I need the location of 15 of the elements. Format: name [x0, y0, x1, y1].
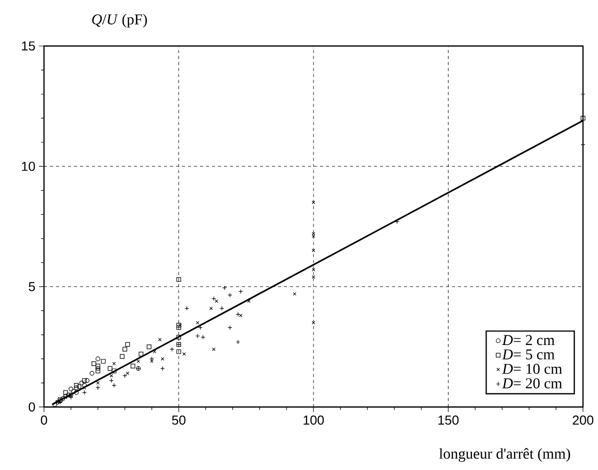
x-axis-title: longueur d'arrêt (mm)	[439, 448, 570, 462]
x-tick-label: 150	[438, 416, 459, 425]
legend-label: D= 10 cm	[502, 364, 562, 374]
y-axis-title: Q/U (pF)	[92, 14, 147, 28]
x-tick-label: 100	[304, 416, 324, 425]
legend-label: D= 20 cm	[502, 378, 562, 388]
y-tick-label: 10	[22, 162, 35, 171]
y-tick-label: 15	[22, 41, 35, 51]
legend-label: D= 2 cm	[502, 335, 555, 346]
x-tick-label: 0	[40, 416, 48, 425]
x-tick-label: 50	[172, 416, 186, 425]
y-tick-label: 0	[28, 402, 35, 412]
legend-label: D= 5 cm	[502, 349, 555, 360]
x-tick-label: 200	[572, 416, 594, 425]
y-tick-label: 5	[28, 282, 35, 292]
